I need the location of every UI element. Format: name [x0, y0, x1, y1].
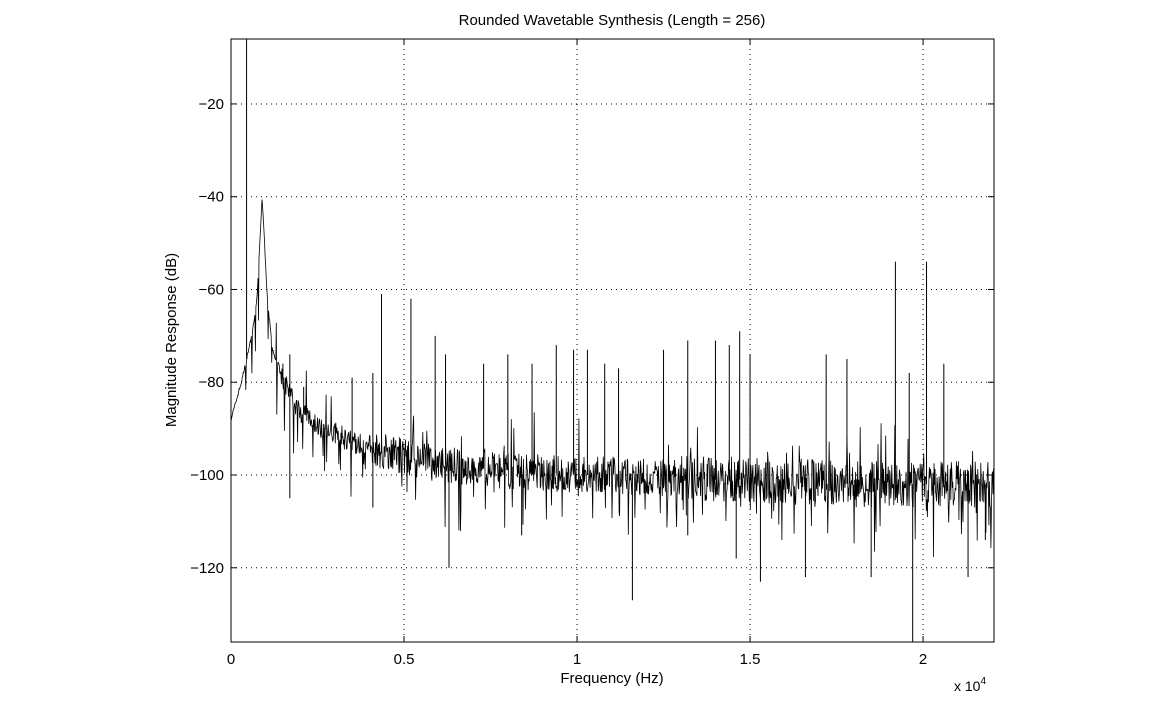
y-tick-label: −40: [199, 189, 224, 206]
y-tick-label: −100: [190, 467, 224, 484]
y-tick-label: −80: [199, 374, 224, 391]
tick-layer: 0 0.5 1 1.5 2 −120 −100 −80 −60 −40 −20: [190, 39, 994, 668]
chart-title: Rounded Wavetable Synthesis (Length = 25…: [459, 12, 766, 29]
plot-area-frame: [230, 38, 995, 643]
grid-layer: [231, 39, 994, 642]
y-axis-label: Magnitude Response (dB): [163, 253, 180, 427]
y-tick-label: −20: [199, 96, 224, 113]
x-exponent-label: x 104: [954, 676, 986, 694]
x-tick-label: 0: [227, 651, 235, 668]
x-tick-label: 0.5: [394, 651, 415, 668]
spectrum-series-line: [230, 199, 995, 558]
y-tick-label: −60: [199, 281, 224, 298]
y-tick-label: −120: [190, 560, 224, 577]
x-tick-label: 1: [573, 651, 581, 668]
x-exponent-power: 4: [980, 676, 986, 687]
x-tick-label: 1.5: [740, 651, 761, 668]
data-layer: [230, 39, 995, 642]
x-axis-label: Frequency (Hz): [560, 670, 663, 687]
x-tick-label: 2: [919, 651, 927, 668]
